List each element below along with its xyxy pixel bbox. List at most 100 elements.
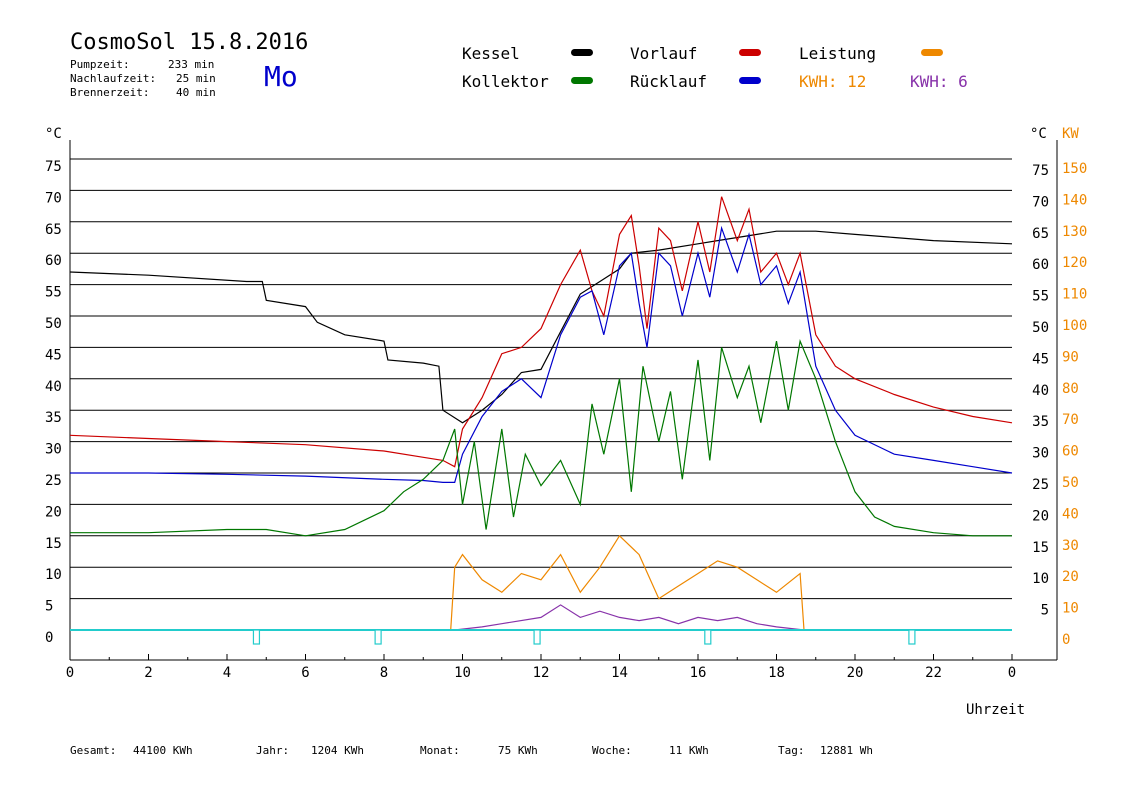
stat-brennerzeit-label: Brennerzeit: — [70, 86, 150, 99]
stat-pumpzeit-value: 233 min — [168, 58, 215, 71]
y-tick-label-right-c: 50 — [1032, 320, 1049, 336]
x-axis-label: Uhrzeit — [966, 702, 1025, 718]
footer-gesamt-label: Gesamt: — [70, 744, 117, 757]
x-tick-label: 2 — [144, 665, 152, 681]
y-tick-label-right-c: 55 — [1032, 289, 1049, 305]
y-tick-label-right-kw: 140 — [1062, 192, 1087, 208]
x-tick-label: 0 — [66, 665, 74, 681]
y-tick-label-right-kw: 90 — [1062, 349, 1079, 365]
y-tick-label-right-kw: 80 — [1062, 381, 1079, 397]
footer-tag-label: Tag: — [778, 744, 805, 757]
series-line-vorlauf — [69, 196, 1013, 468]
y-tick-label-right-c: 65 — [1032, 226, 1049, 242]
x-tick-label: 6 — [301, 665, 309, 681]
y-tick-label-right-kw: 60 — [1062, 444, 1079, 460]
y-tick-label-left: 10 — [45, 567, 62, 583]
y-tick-label-right-kw: 110 — [1062, 287, 1087, 303]
series-line-kwh-6 — [70, 604, 1012, 631]
y-tick-label-left: 30 — [45, 442, 62, 458]
y-tick-label-left: 45 — [45, 347, 62, 363]
y-tick-label-right-c: 45 — [1032, 351, 1049, 367]
y-tick-label-right-c: 60 — [1032, 257, 1049, 273]
y-axis-label-left: °C — [45, 126, 62, 142]
series-line-kessel — [69, 230, 1013, 424]
y-tick-label-left: 50 — [45, 316, 62, 332]
x-tick-label: 20 — [847, 665, 864, 681]
x-tick-label: 4 — [223, 665, 231, 681]
chart-series — [69, 196, 1013, 631]
footer-monat-label: Monat: — [420, 744, 460, 757]
chart-grid — [70, 158, 1012, 631]
series-line-leistung — [70, 534, 1012, 631]
y-tick-label-right-c: 35 — [1032, 414, 1049, 430]
legend-kwh2-label: KWH: 6 — [910, 72, 968, 91]
y-tick-label-left: 20 — [45, 504, 62, 520]
pump-marker — [252, 629, 261, 645]
chart-pump-markers — [70, 629, 1012, 645]
legend-leistung-swatch — [921, 49, 943, 56]
y-tick-label-left: 70 — [45, 190, 62, 206]
legend-ruecklauf-swatch — [739, 77, 761, 84]
x-tick-label: 8 — [380, 665, 388, 681]
pump-marker — [908, 629, 916, 645]
footer-jahr-value: 1204 KWh — [311, 744, 364, 757]
y-tick-label-right-c: 70 — [1032, 194, 1049, 210]
y-tick-label-right-c: 5 — [1041, 603, 1049, 619]
y-tick-label-right-c: 10 — [1032, 571, 1049, 587]
y-tick-label-left: 0 — [45, 630, 53, 646]
x-tick-label: 22 — [925, 665, 942, 681]
x-tick-label: 12 — [533, 665, 550, 681]
y-tick-label-right-kw: 50 — [1062, 475, 1079, 491]
y-tick-label-right-kw: 0 — [1062, 632, 1070, 648]
stat-brennerzeit-value: 40 min — [176, 86, 216, 99]
legend-kessel-swatch — [571, 49, 593, 56]
y-tick-label-right-c: 30 — [1032, 446, 1049, 462]
y-tick-label-right-c: 20 — [1032, 508, 1049, 524]
pump-marker — [533, 629, 541, 645]
pump-marker — [374, 629, 382, 645]
legend-vorlauf-swatch — [739, 49, 761, 56]
footer-woche-label: Woche: — [592, 744, 632, 757]
y-tick-label-right-c: 15 — [1032, 540, 1049, 556]
x-tick-label: 18 — [768, 665, 785, 681]
y-tick-label-right-kw: 100 — [1062, 318, 1087, 334]
legend-kollektor-label: Kollektor — [462, 72, 549, 91]
stat-nachlaufzeit-value: 25 min — [176, 72, 216, 85]
legend-ruecklauf-label: Rücklauf — [630, 72, 708, 91]
y-tick-label-left: 75 — [45, 159, 62, 175]
chart-title: CosmoSol 15.8.2016 — [70, 30, 309, 55]
footer-gesamt-value: 44100 KWh — [133, 744, 193, 757]
y-tick-label-left: 15 — [45, 536, 62, 552]
footer-monat-value: 75 KWh — [498, 744, 538, 757]
stat-nachlaufzeit-label: Nachlaufzeit: — [70, 72, 157, 85]
y-tick-label-left: 40 — [45, 379, 62, 395]
y-tick-label-left: 60 — [45, 253, 62, 269]
series-line-r-cklauf — [70, 225, 1013, 483]
y-tick-label-right-kw: 40 — [1062, 506, 1079, 522]
y-tick-label-right-kw: 130 — [1062, 224, 1087, 240]
chart-axes — [69, 140, 1058, 661]
legend-kollektor-swatch — [571, 77, 593, 84]
legend-kwh1-label: KWH: 12 — [799, 72, 867, 91]
stat-pumpzeit-label: Pumpzeit: — [70, 58, 130, 71]
y-axis-label-right-kw: KW — [1062, 126, 1079, 142]
legend-leistung-label: Leistung — [799, 44, 877, 63]
y-tick-label-right-c: 25 — [1032, 477, 1049, 493]
y-tick-label-right-c: 40 — [1032, 383, 1049, 399]
y-tick-label-right-kw: 70 — [1062, 412, 1079, 428]
footer-tag-value: 12881 Wh — [820, 744, 873, 757]
y-tick-label-right-c: 75 — [1032, 163, 1049, 179]
y-tick-label-left: 55 — [45, 285, 62, 301]
footer-jahr-label: Jahr: — [256, 744, 290, 757]
x-tick-label: 10 — [454, 665, 471, 681]
y-tick-label-right-kw: 30 — [1062, 538, 1079, 554]
y-tick-label-right-kw: 20 — [1062, 569, 1079, 585]
legend-kessel-label: Kessel — [462, 44, 520, 63]
x-tick-label: 14 — [611, 665, 628, 681]
y-tick-label-right-kw: 10 — [1062, 601, 1079, 617]
x-tick-label: 16 — [690, 665, 707, 681]
series-line-kollektor — [70, 338, 1012, 537]
weekday-label: Mo — [264, 60, 298, 93]
y-tick-label-left: 65 — [45, 222, 62, 238]
